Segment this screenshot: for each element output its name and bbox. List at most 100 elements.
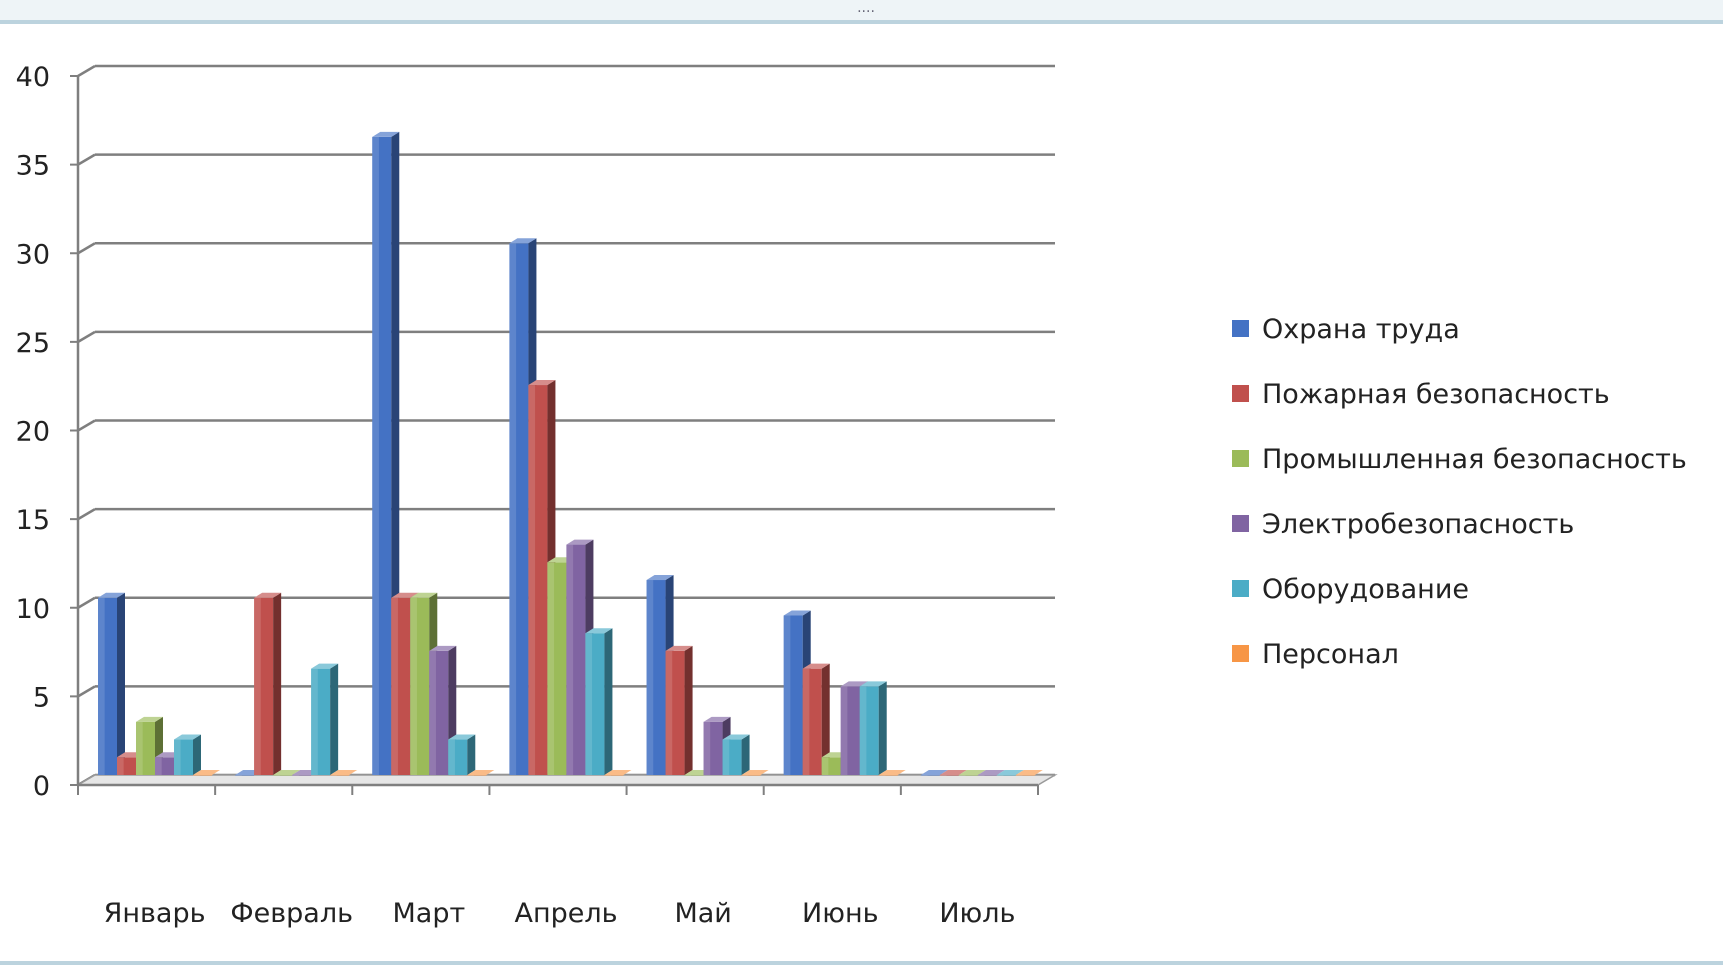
legend-item-2: Пожарная безопасность bbox=[1232, 379, 1610, 410]
bar-Оборудование-Июнь bbox=[859, 681, 887, 775]
bar-highlight bbox=[585, 633, 593, 775]
legend-item-6: Персонал bbox=[1232, 639, 1399, 670]
bar-front bbox=[939, 775, 959, 776]
legend: Охрана труда Пожарная безопасность Промышл… bbox=[1232, 314, 1687, 670]
bar-front bbox=[958, 775, 978, 776]
legend-swatch bbox=[1232, 450, 1249, 467]
bar-top bbox=[977, 770, 1005, 775]
bar-highlight bbox=[977, 775, 985, 776]
bar-highlight bbox=[292, 775, 299, 776]
bar-front bbox=[193, 775, 212, 776]
bar-Оборудование-Февраль bbox=[311, 663, 339, 775]
bar-highlight bbox=[448, 739, 455, 775]
bar-highlight bbox=[391, 597, 398, 775]
bar-front bbox=[996, 775, 1016, 776]
bar-highlight bbox=[840, 686, 848, 775]
bar-Оборудование-Март bbox=[448, 734, 476, 775]
bar-top bbox=[174, 734, 201, 740]
legend-item-5: Оборудование bbox=[1232, 574, 1469, 605]
bar-top bbox=[741, 770, 769, 775]
bar-highlight bbox=[821, 757, 829, 775]
bar-top bbox=[646, 575, 674, 581]
bar-front bbox=[273, 775, 293, 776]
legend-swatch bbox=[1232, 645, 1249, 662]
gridline-side bbox=[77, 685, 96, 698]
bar-highlight bbox=[958, 775, 966, 776]
bar-highlight bbox=[684, 775, 692, 776]
bar-Персонал-Апрель bbox=[604, 770, 632, 776]
bar-top bbox=[920, 770, 948, 775]
bar-highlight bbox=[878, 775, 886, 776]
gridline-side bbox=[77, 242, 96, 255]
bar-highlight bbox=[646, 580, 654, 775]
bar-highlight bbox=[703, 721, 711, 775]
bar-highlight bbox=[859, 686, 867, 775]
legend-label: Электробезопасность bbox=[1262, 509, 1574, 540]
bar-highlight bbox=[547, 562, 555, 775]
chart-floor bbox=[75, 774, 1058, 786]
bar-highlight bbox=[136, 721, 143, 775]
bar-Электробезопасность-Июль bbox=[977, 770, 1005, 776]
bar-top bbox=[585, 628, 613, 634]
bar-highlight bbox=[920, 775, 928, 776]
bar-highlight bbox=[98, 597, 105, 775]
bar-highlight bbox=[254, 597, 261, 775]
y-tick-labels: 0 5 10 15 20 25 30 35 40 bbox=[16, 62, 50, 802]
x-tick-label: Январь bbox=[104, 898, 206, 929]
legend-label: Промышленная безопасность bbox=[1262, 444, 1687, 475]
bar-highlight bbox=[311, 668, 318, 775]
bar-top bbox=[448, 734, 476, 740]
bar-Промышленная безопасность-Февраль bbox=[273, 770, 301, 776]
bar-top bbox=[330, 770, 358, 775]
bars bbox=[98, 131, 1043, 776]
bar-top bbox=[1015, 770, 1043, 775]
bar-top bbox=[840, 681, 868, 687]
x-tick-label: Февраль bbox=[230, 898, 353, 929]
bar-highlight bbox=[235, 775, 242, 776]
bar-Персонал-Февраль bbox=[330, 770, 358, 776]
bar-Персонал-Июль bbox=[1015, 770, 1043, 776]
bar-highlight bbox=[528, 385, 536, 775]
bar-Охрана труда-Январь bbox=[98, 592, 125, 775]
bar-top bbox=[429, 645, 457, 651]
bar-highlight bbox=[783, 615, 791, 775]
bar-Пожарная безопасность-Июль bbox=[939, 770, 967, 776]
bar-Оборудование-Июль bbox=[996, 770, 1024, 776]
x-tick-label: Июнь bbox=[802, 898, 879, 929]
legend-label: Пожарная безопасность bbox=[1262, 379, 1610, 410]
bar-highlight bbox=[939, 775, 947, 776]
bar-top bbox=[996, 770, 1024, 775]
bar-highlight bbox=[410, 597, 417, 775]
bar-side bbox=[741, 734, 750, 775]
bar-front bbox=[741, 775, 761, 776]
bar-top bbox=[958, 770, 986, 775]
bar-front bbox=[292, 775, 312, 776]
bar-side bbox=[821, 663, 830, 775]
bar-front bbox=[604, 775, 624, 776]
x-tick-label: Апрель bbox=[514, 898, 617, 929]
bar-top bbox=[604, 770, 632, 775]
legend-item-1: Охрана труда bbox=[1232, 314, 1460, 345]
bar-Оборудование-Январь bbox=[174, 734, 201, 775]
bar-top bbox=[410, 592, 438, 598]
x-tick-label: Июль bbox=[939, 898, 1015, 929]
bar-top bbox=[254, 592, 282, 598]
bar-top bbox=[311, 663, 339, 669]
bar-top bbox=[859, 681, 887, 687]
bar-top bbox=[939, 770, 967, 775]
legend-label: Охрана труда bbox=[1262, 314, 1460, 345]
bar-front bbox=[878, 775, 898, 776]
x-tick-labels: Январь Февраль Март Апрель Май Июнь Июль bbox=[104, 898, 1016, 929]
bar-side bbox=[330, 663, 339, 775]
y-tick-label: 30 bbox=[16, 239, 50, 270]
top-resize-handle: ···· bbox=[857, 4, 875, 20]
bar-Охрана труда-Июль bbox=[920, 770, 948, 776]
bar-highlight bbox=[330, 775, 337, 776]
bar-side bbox=[193, 734, 201, 775]
bar-side bbox=[604, 628, 613, 775]
y-tick-label: 20 bbox=[16, 417, 50, 448]
gridline-side bbox=[77, 419, 96, 432]
bar-Персонал-Май bbox=[741, 770, 769, 776]
bar-top bbox=[878, 770, 906, 775]
